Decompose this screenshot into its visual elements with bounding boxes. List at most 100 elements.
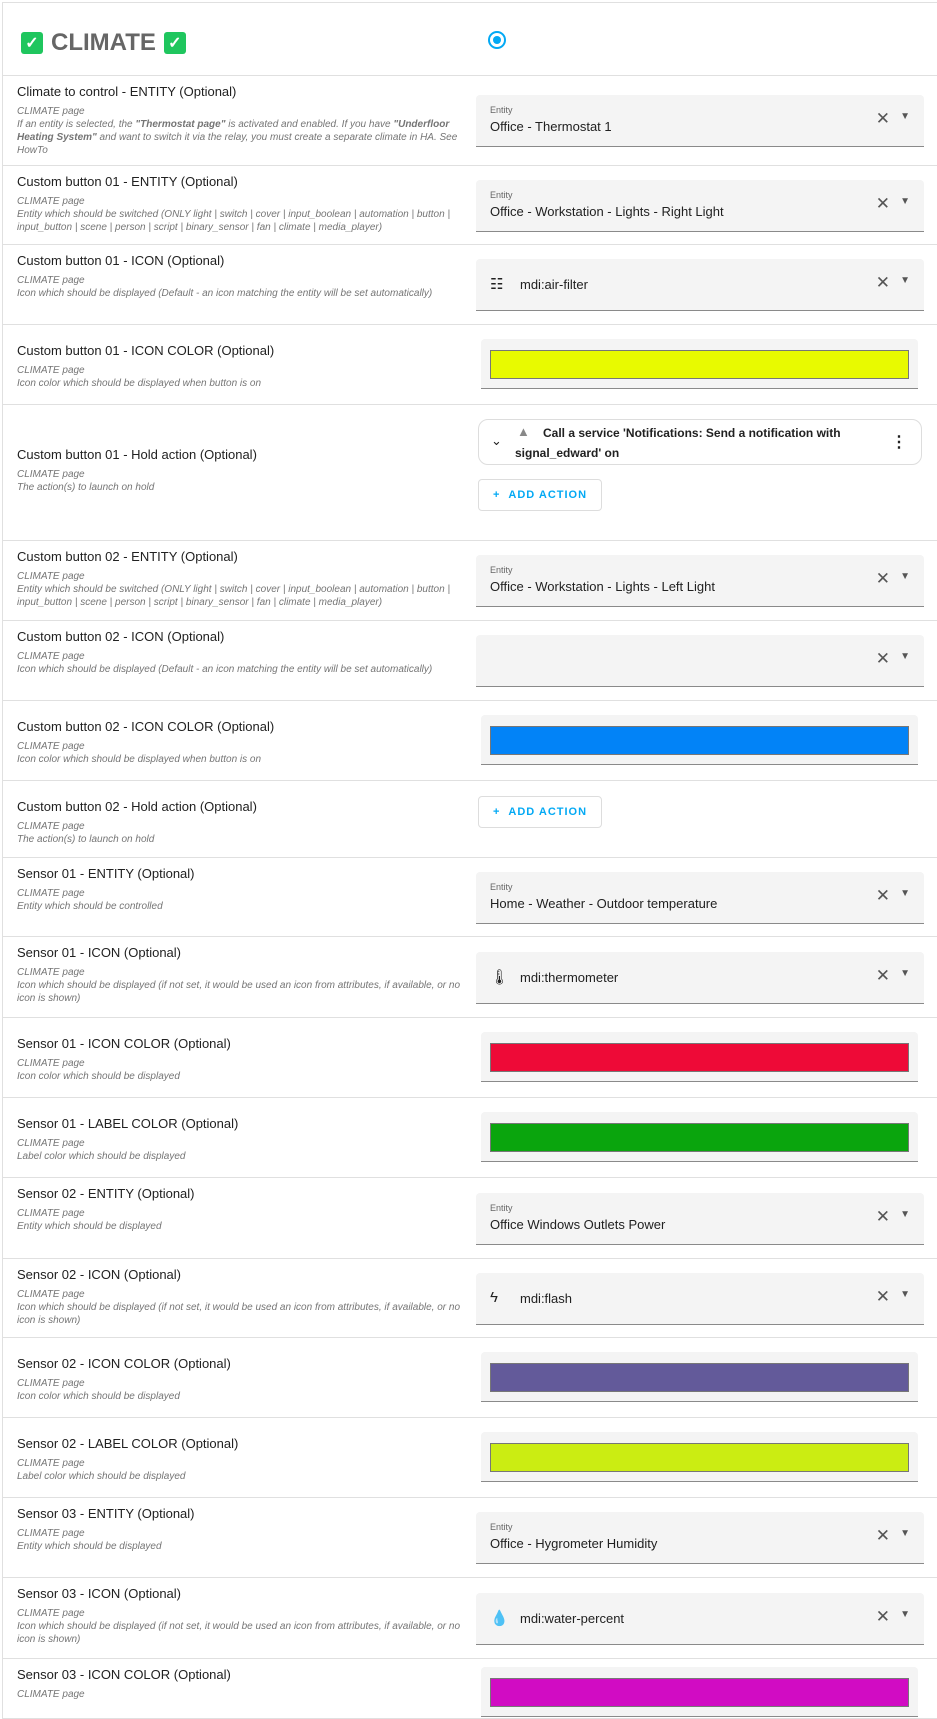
icon-picker[interactable]: 🌡 mdi:thermometer ✕ ▼ [476,952,924,1004]
color-swatch[interactable] [490,1678,909,1707]
setting-row: Sensor 01 - ICON COLOR (Optional) CLIMAT… [3,1018,937,1098]
setting-page: CLIMATE page [17,967,85,978]
setting-label: Climate to control - ENTITY (Optional) [17,84,237,99]
setting-label: Sensor 02 - ENTITY (Optional) [17,1186,195,1201]
section-radio-button[interactable] [488,31,506,49]
color-picker[interactable] [481,1667,918,1717]
setting-row: Sensor 03 - ICON (Optional) CLIMATE page… [3,1578,937,1659]
color-swatch[interactable] [490,1443,909,1472]
entity-value: Home - Weather - Outdoor temperature [490,896,718,911]
color-swatch[interactable] [490,726,909,755]
setting-page: CLIMATE page [17,106,85,117]
color-picker[interactable] [481,1432,918,1482]
setting-text: Sensor 02 - ICON (Optional) CLIMATE page… [17,1267,467,1327]
color-picker[interactable] [481,1112,918,1162]
section-header: ✓ CLIMATE ✓ [3,3,937,76]
setting-label: Sensor 01 - ENTITY (Optional) [17,866,195,881]
check-box-icon: ✓ [163,32,186,54]
thermometer-icon: 🌡 [490,969,510,986]
action-item[interactable]: ⌄ ▲ Call a service 'Notifications: Send … [478,419,922,465]
setting-text: Sensor 01 - ICON (Optional) CLIMATE page… [17,945,467,1005]
add-action-button[interactable]: + ADD ACTION [478,479,602,511]
clear-icon[interactable]: ✕ [875,273,890,292]
entity-picker[interactable]: Entity Office - Workstation - Lights - L… [476,555,924,607]
dropdown-arrow-icon[interactable]: ▼ [900,888,910,899]
dropdown-arrow-icon[interactable]: ▼ [900,968,910,979]
setting-page: CLIMATE page [17,196,85,207]
entity-picker[interactable]: Entity Office Windows Outlets Power ✕ ▼ [476,1193,924,1245]
setting-description: Entity which should be switched (ONLY li… [17,209,451,233]
dropdown-arrow-icon[interactable]: ▼ [900,651,910,662]
field-label: Entity [490,190,513,200]
setting-description: The action(s) to launch on hold [17,482,155,493]
icon-value: mdi:air-filter [520,277,588,292]
setting-page: CLIMATE page [17,888,85,899]
icon-value: mdi:flash [520,1291,573,1306]
dropdown-arrow-icon[interactable]: ▼ [900,1289,910,1300]
clear-icon[interactable]: ✕ [875,966,890,985]
chevron-down-icon[interactable]: ⌄ [491,433,502,448]
color-swatch[interactable] [490,1043,909,1072]
clear-icon[interactable]: ✕ [875,649,890,668]
setting-label: Sensor 03 - ENTITY (Optional) [17,1506,195,1521]
setting-text: Custom button 02 - ENTITY (Optional) CLI… [17,549,467,609]
color-swatch[interactable] [490,1123,909,1152]
entity-picker[interactable]: Entity Office - Workstation - Lights - R… [476,180,924,232]
setting-text: Sensor 01 - ENTITY (Optional) CLIMATE pa… [17,866,467,913]
entity-picker[interactable]: Entity Office - Thermostat 1 ✕ ▼ [476,95,924,147]
clear-icon[interactable]: ✕ [875,1607,890,1626]
setting-row: Custom button 02 - ENTITY (Optional) CLI… [3,541,937,621]
setting-text: Custom button 01 - ENTITY (Optional) CLI… [17,174,467,234]
clear-icon[interactable]: ✕ [875,1207,890,1226]
icon-picker[interactable]: ✕ ▼ [476,635,924,687]
setting-label: Custom button 01 - ENTITY (Optional) [17,174,238,189]
entity-value: Office - Workstation - Lights - Right Li… [490,204,724,219]
color-swatch[interactable] [490,350,909,379]
setting-text: Custom button 01 - ICON COLOR (Optional)… [17,343,467,390]
icon-picker[interactable]: 💧 mdi:water-percent ✕ ▼ [476,1593,924,1645]
setting-page: CLIMATE page [17,741,85,752]
more-options-icon[interactable]: ⋮ [891,434,907,451]
clear-icon[interactable]: ✕ [875,194,890,213]
color-picker[interactable] [481,1352,918,1402]
setting-page: CLIMATE page [17,365,85,376]
clear-icon[interactable]: ✕ [875,569,890,588]
dropdown-arrow-icon[interactable]: ▼ [900,1209,910,1220]
clear-icon[interactable]: ✕ [875,886,890,905]
dropdown-arrow-icon[interactable]: ▼ [900,1528,910,1539]
add-action-button[interactable]: + ADD ACTION [478,796,602,828]
entity-picker[interactable]: Entity Home - Weather - Outdoor temperat… [476,872,924,924]
color-picker[interactable] [481,715,918,765]
dropdown-arrow-icon[interactable]: ▼ [900,1609,910,1620]
setting-row: Sensor 03 - ICON COLOR (Optional) CLIMAT… [3,1659,937,1719]
setting-description: Entity which should be displayed [17,1221,162,1232]
field-label: Entity [490,565,513,575]
color-picker[interactable] [481,339,918,389]
setting-label: Sensor 02 - ICON COLOR (Optional) [17,1356,231,1371]
setting-description: Entity which should be switched (ONLY li… [17,584,451,608]
entity-value: Office Windows Outlets Power [490,1217,666,1232]
clear-icon[interactable]: ✕ [875,1526,890,1545]
setting-text: Sensor 01 - ICON COLOR (Optional) CLIMAT… [17,1036,467,1083]
field-label: Entity [490,1522,513,1532]
setting-label: Custom button 02 - ICON COLOR (Optional) [17,719,275,734]
setting-row: Sensor 02 - LABEL COLOR (Optional) CLIMA… [3,1418,937,1498]
dropdown-arrow-icon[interactable]: ▼ [900,571,910,582]
color-swatch[interactable] [490,1363,909,1392]
setting-row: Custom button 01 - ICON COLOR (Optional)… [3,325,937,405]
dropdown-arrow-icon[interactable]: ▼ [900,111,910,122]
clear-icon[interactable]: ✕ [875,109,890,128]
icon-picker[interactable]: ☷ mdi:air-filter ✕ ▼ [476,259,924,311]
setting-label: Custom button 02 - Hold action (Optional… [17,799,257,814]
setting-text: Custom button 01 - Hold action (Optional… [17,447,467,494]
clear-icon[interactable]: ✕ [875,1287,890,1306]
entity-value: Office - Workstation - Lights - Left Lig… [490,579,715,594]
icon-picker[interactable]: ϟ mdi:flash ✕ ▼ [476,1273,924,1325]
entity-picker[interactable]: Entity Office - Hygrometer Humidity ✕ ▼ [476,1512,924,1564]
color-picker[interactable] [481,1032,918,1082]
setting-row: Custom button 02 - Hold action (Optional… [3,781,937,858]
dropdown-arrow-icon[interactable]: ▼ [900,196,910,207]
setting-page: CLIMATE page [17,1689,85,1700]
dropdown-arrow-icon[interactable]: ▼ [900,275,910,286]
field-label: Entity [490,1203,513,1213]
